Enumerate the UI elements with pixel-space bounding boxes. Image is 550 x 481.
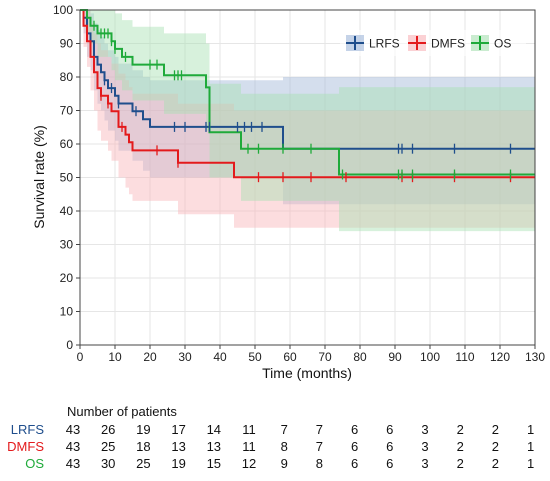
- lrfs-survival-line: [80, 9, 535, 150]
- axis-ticks: 0 10 20 30 40 50 60 70 80 90 100 110 120 130 0 10 20 30 40…: [53, 3, 545, 364]
- x-tick-label: 20: [143, 350, 157, 364]
- x-tick-label: 120: [490, 350, 510, 364]
- dmfs-risk-count: 13: [171, 439, 185, 454]
- lrfs-risk-count: 1: [527, 422, 534, 437]
- y-tick-label: 60: [60, 137, 74, 151]
- x-tick-label: 40: [213, 350, 227, 364]
- risk-table-title: Number of patients: [67, 404, 177, 419]
- legend: LRFS DMFS OS: [340, 30, 526, 56]
- x-tick-label: 70: [318, 350, 332, 364]
- dmfs-confidence-band: [80, 10, 535, 228]
- lrfs-risk-count: 2: [457, 422, 464, 437]
- dmfs-risk-count: 3: [421, 439, 428, 454]
- y-tick-label: 50: [60, 171, 74, 185]
- legend-background: [340, 30, 526, 56]
- confidence-bands: [80, 10, 535, 232]
- os-risk-count: 9: [281, 456, 288, 471]
- os-risk-count: 2: [457, 456, 464, 471]
- y-tick-label: 0: [66, 338, 73, 352]
- x-tick-label: 130: [525, 350, 545, 364]
- lrfs-risk-row-label: LRFS: [11, 422, 45, 437]
- dmfs-risk-count: 43: [66, 439, 80, 454]
- dmfs-risk-count: 13: [207, 439, 221, 454]
- y-tick-label: 40: [60, 204, 74, 218]
- lrfs-risk-count: 14: [207, 422, 221, 437]
- lrfs-risk-count: 26: [101, 422, 115, 437]
- lrfs-risk-count: 6: [386, 422, 393, 437]
- x-tick-label: 60: [283, 350, 297, 364]
- os-risk-count: 1: [527, 456, 534, 471]
- lrfs-risk-count: 11: [242, 422, 256, 437]
- os-risk-count: 3: [421, 456, 428, 471]
- lrfs-risk-count: 43: [66, 422, 80, 437]
- dmfs-legend-label: DMFS: [431, 37, 465, 51]
- os-risk-count: 25: [136, 456, 150, 471]
- x-tick-label: 0: [77, 350, 84, 364]
- x-tick-label: 90: [388, 350, 402, 364]
- os-risk-count: 2: [492, 456, 499, 471]
- y-tick-label: 10: [60, 305, 74, 319]
- os-risk-count: 6: [386, 456, 393, 471]
- x-tick-label: 50: [248, 350, 262, 364]
- survival-curves: [80, 9, 535, 179]
- x-tick-label: 30: [178, 350, 192, 364]
- risk-table: Number of patients LRFS 43 26 19 17 14 11 7 7 6 6 3…: [7, 404, 534, 471]
- lrfs-legend-label: LRFS: [369, 37, 400, 51]
- y-axis-label: Survival rate (%): [31, 125, 47, 228]
- y-tick-label: 70: [60, 104, 74, 118]
- dmfs-risk-count: 6: [351, 439, 358, 454]
- x-tick-label: 110: [455, 350, 474, 364]
- dmfs-risk-count: 6: [386, 439, 393, 454]
- os-survival-line: [80, 9, 535, 176]
- x-axis-label: Time (months): [262, 365, 352, 381]
- dmfs-survival-line: [80, 9, 535, 179]
- y-tick-label: 80: [60, 70, 74, 84]
- os-risk-count: 15: [207, 456, 221, 471]
- y-tick-label: 90: [60, 37, 74, 51]
- x-tick-label: 100: [420, 350, 440, 364]
- os-risk-count: 6: [351, 456, 358, 471]
- lrfs-confidence-band: [80, 10, 535, 205]
- dmfs-risk-count: 2: [457, 439, 464, 454]
- os-risk-count: 8: [316, 456, 323, 471]
- dmfs-risk-count: 8: [281, 439, 288, 454]
- os-risk-count: 43: [66, 456, 80, 471]
- lrfs-risk-count: 17: [171, 422, 185, 437]
- dmfs-risk-count: 1: [527, 439, 534, 454]
- dmfs-risk-count: 25: [101, 439, 115, 454]
- os-risk-row-label: OS: [25, 456, 44, 471]
- y-tick-label: 20: [60, 271, 74, 285]
- y-tick-label: 100: [53, 3, 73, 17]
- y-tick-label: 30: [60, 238, 74, 252]
- lrfs-risk-count: 6: [351, 422, 358, 437]
- lrfs-risk-count: 7: [316, 422, 323, 437]
- dmfs-risk-count: 7: [316, 439, 323, 454]
- dmfs-risk-count: 11: [242, 439, 256, 454]
- x-tick-label: 80: [353, 350, 367, 364]
- dmfs-risk-count: 18: [136, 439, 150, 454]
- dmfs-risk-row-label: DMFS: [7, 439, 44, 454]
- censor-marks: [93, 20, 512, 183]
- os-confidence-band: [80, 10, 535, 232]
- lrfs-risk-count: 3: [421, 422, 428, 437]
- lrfs-risk-count: 2: [492, 422, 499, 437]
- os-risk-count: 30: [101, 456, 115, 471]
- lrfs-risk-count: 19: [136, 422, 150, 437]
- x-tick-label: 10: [108, 350, 122, 364]
- os-risk-count: 12: [242, 456, 256, 471]
- lrfs-risk-count: 7: [281, 422, 288, 437]
- dmfs-risk-count: 2: [492, 439, 499, 454]
- os-legend-label: OS: [494, 37, 511, 51]
- os-risk-count: 19: [171, 456, 185, 471]
